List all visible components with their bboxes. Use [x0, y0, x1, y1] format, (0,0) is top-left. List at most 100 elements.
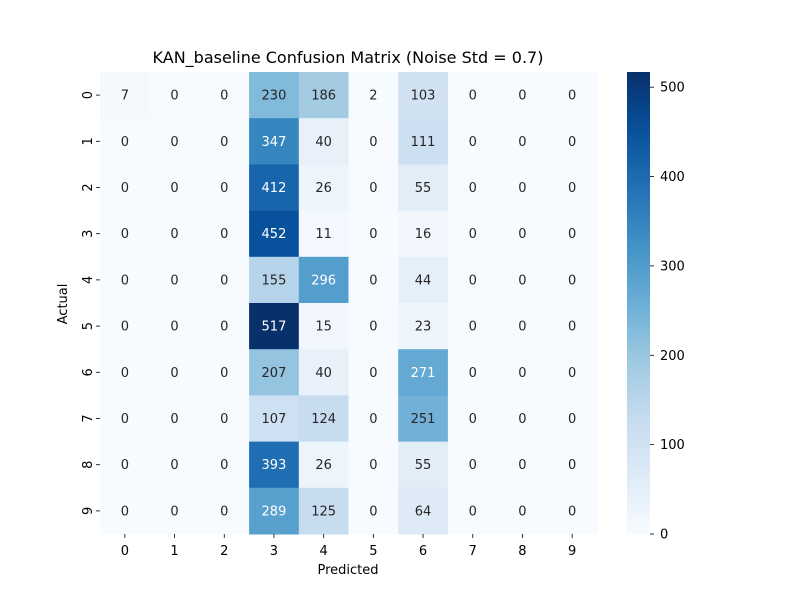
cell-value-label: 230: [262, 89, 287, 104]
cell-value-label: 0: [568, 89, 576, 104]
cell-value-label: 0: [518, 412, 526, 427]
cell-value-label: 0: [121, 412, 129, 427]
cell-value-label: 0: [518, 366, 526, 381]
heatmap-cell: [149, 441, 200, 489]
cell-value-label: 0: [170, 227, 178, 242]
cell-value-label: 7: [121, 89, 129, 104]
cell-value-label: 452: [262, 227, 287, 242]
cell-value-label: 0: [170, 412, 178, 427]
heatmap-cell: [348, 441, 399, 489]
cell-value-label: 40: [315, 366, 332, 381]
heatmap-cell: [348, 164, 399, 212]
cell-value-label: 0: [170, 504, 178, 519]
x-tick-label: 2: [220, 544, 228, 559]
heatmap-cell: [398, 441, 449, 489]
cell-value-label: 155: [262, 273, 287, 288]
y-tick-label: 8: [81, 461, 96, 469]
x-tick-label: 7: [469, 544, 477, 559]
heatmap-cell: [348, 395, 399, 443]
heatmap-cell: [249, 441, 300, 489]
heatmap-cell: [100, 349, 151, 396]
heatmap-cell: [298, 118, 349, 165]
colorbar-gradient: [627, 72, 650, 534]
cell-value-label: 0: [220, 89, 228, 104]
colorbar-tick-label: 500: [660, 81, 685, 96]
cell-value-label: 23: [415, 320, 432, 335]
cell-value-label: 0: [518, 504, 526, 519]
heatmap-cell: [149, 256, 200, 304]
cell-value-label: 124: [311, 412, 336, 427]
cell-value-label: 40: [315, 135, 332, 150]
heatmap-cell: [398, 256, 449, 304]
cell-value-label: 0: [121, 135, 129, 150]
cell-value-label: 0: [121, 504, 129, 519]
x-tick-label: 4: [320, 544, 328, 559]
cell-value-label: 289: [262, 504, 287, 519]
cell-value-label: 0: [220, 181, 228, 196]
x-tick-label: 8: [518, 544, 526, 559]
cell-value-label: 0: [220, 412, 228, 427]
x-tick-label: 6: [419, 544, 427, 559]
x-axis: 0 1 2 3 4 5 6 7 8 9: [121, 534, 576, 559]
cell-value-label: 0: [518, 320, 526, 335]
heatmap-cell: [547, 395, 598, 443]
colorbar-tick-label: 300: [660, 259, 685, 274]
heatmap-cell: [100, 395, 151, 443]
cell-value-label: 0: [568, 412, 576, 427]
heatmap-cell: [100, 164, 151, 212]
heatmap-cell: [547, 210, 598, 258]
heatmap-cell: [398, 72, 449, 119]
heatmap-cell: [298, 349, 349, 396]
cell-value-label: 0: [469, 273, 477, 288]
cell-value-label: 0: [469, 458, 477, 473]
heatmap-cell: [149, 395, 200, 443]
heatmap-cell: [398, 487, 449, 535]
heatmap-cell: [149, 487, 200, 535]
cell-value-label: 44: [415, 273, 432, 288]
heatmap-cell: [298, 303, 349, 350]
heatmap-cell: [447, 256, 499, 304]
heatmap-cell: [298, 395, 349, 443]
cell-value-label: 296: [311, 273, 336, 288]
heatmap-cells: [100, 72, 598, 535]
heatmap-cell: [447, 303, 499, 350]
heatmap-cell: [348, 349, 399, 396]
heatmap-cell: [497, 349, 548, 396]
cell-value-label: 0: [121, 181, 129, 196]
cell-value-label: 0: [518, 273, 526, 288]
cell-value-label: 11: [315, 227, 332, 242]
cell-value-label: 0: [220, 320, 228, 335]
x-tick-label: 5: [369, 544, 377, 559]
heatmap-cell: [100, 487, 151, 535]
cell-value-label: 0: [469, 320, 477, 335]
cell-value-label: 0: [518, 135, 526, 150]
cell-value-label: 26: [315, 181, 332, 196]
heatmap-cell: [100, 441, 151, 489]
cell-value-label: 393: [262, 458, 287, 473]
cell-value-label: 2: [369, 89, 377, 104]
heatmap-cell: [447, 487, 499, 535]
cell-value-label: 0: [121, 366, 129, 381]
heatmap-cell: [497, 395, 548, 443]
heatmap-cell: [547, 164, 598, 212]
heatmap-cell: [100, 210, 151, 258]
heatmap-cell: [398, 210, 449, 258]
colorbar-tick-label: 100: [660, 438, 685, 453]
cell-value-label: 0: [170, 458, 178, 473]
x-tick-label: 9: [568, 544, 576, 559]
heatmap-cell: [497, 164, 548, 212]
y-tick-label: 6: [81, 368, 96, 376]
heatmap-cell: [100, 118, 151, 165]
heatmap-cell: [249, 256, 300, 304]
heatmap-cell: [298, 72, 349, 119]
cell-value-label: 0: [121, 458, 129, 473]
heatmap-cell: [447, 164, 499, 212]
x-tick-label: 1: [170, 544, 178, 559]
cell-value-label: 0: [121, 227, 129, 242]
heatmap-cell: [199, 441, 250, 489]
heatmap-cell: [447, 441, 499, 489]
heatmap-cell: [199, 395, 250, 443]
cell-value-label: 0: [369, 227, 377, 242]
